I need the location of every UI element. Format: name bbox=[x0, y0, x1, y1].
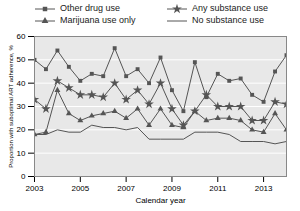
svg-text:2011: 2011 bbox=[209, 184, 227, 193]
svg-text:2007: 2007 bbox=[117, 184, 135, 193]
svg-text:50: 50 bbox=[17, 55, 26, 64]
svg-text:2003: 2003 bbox=[26, 184, 44, 193]
html-text:Marijuana use only: Marijuana use only bbox=[60, 15, 136, 25]
svg-text:0: 0 bbox=[21, 172, 26, 181]
html-text:Other drug use: Other drug use bbox=[60, 3, 120, 13]
svg-text:Proportion with suboptimal ART: Proportion with suboptimal ART adherence… bbox=[8, 45, 14, 168]
html-text:No substance use: No substance use bbox=[192, 15, 264, 25]
html-text:Any substance use: Any substance use bbox=[192, 3, 269, 13]
svg-text:2009: 2009 bbox=[163, 184, 181, 193]
svg-text:30: 30 bbox=[17, 102, 26, 111]
svg-text:2005: 2005 bbox=[71, 184, 89, 193]
svg-text:2013: 2013 bbox=[255, 184, 273, 193]
svg-text:Calendar year: Calendar year bbox=[135, 196, 186, 205]
svg-text:10: 10 bbox=[17, 149, 26, 158]
svg-text:60: 60 bbox=[17, 32, 26, 41]
svg-text:20: 20 bbox=[17, 125, 26, 134]
svg-text:40: 40 bbox=[17, 79, 26, 88]
